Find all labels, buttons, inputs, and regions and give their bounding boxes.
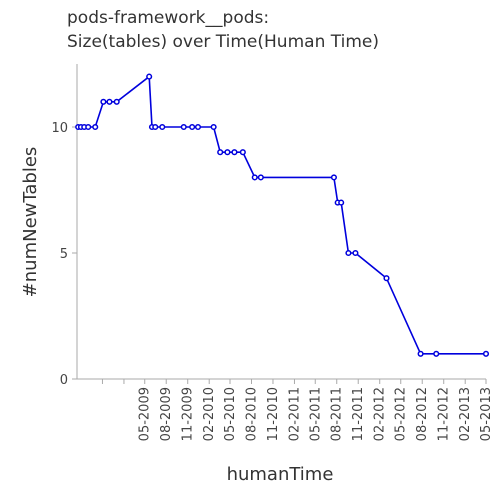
x-tick-label: 02-2011: [287, 387, 302, 441]
x-tick-label: 05-2013: [479, 387, 494, 441]
series-line: [78, 75, 486, 355]
x-axis-label: humanTime: [227, 464, 334, 485]
data-point: [383, 275, 390, 282]
x-tick-label: 05-2011: [308, 387, 323, 441]
chart-title-line-2: Size(tables) over Time(Human Time): [67, 32, 379, 52]
data-point: [482, 350, 490, 357]
x-tick-label: 11-2011: [351, 387, 366, 441]
data-point: [159, 123, 166, 131]
data-point: [152, 123, 159, 131]
x-tick-label: 08-2009: [159, 387, 174, 441]
data-point: [330, 174, 337, 181]
data-point: [85, 123, 92, 131]
data-point: [180, 123, 187, 131]
data-point: [92, 123, 99, 131]
data-point: [217, 149, 224, 156]
data-point: [257, 174, 264, 181]
y-tick-label: 5: [60, 247, 68, 262]
data-point: [352, 249, 359, 257]
x-tick-label: 11-2010: [266, 387, 281, 441]
data-point: [106, 98, 113, 105]
x-tick-label: 05-2010: [223, 387, 238, 441]
data-point: [231, 149, 238, 156]
x-tick-label: 11-2009: [181, 387, 196, 441]
x-tick-label: 08-2012: [415, 387, 430, 441]
y-axis-label: #numNewTables: [20, 147, 41, 298]
data-point: [251, 174, 258, 181]
data-point: [345, 249, 352, 257]
data-point: [224, 149, 231, 156]
data-point: [189, 123, 196, 131]
data-point: [100, 98, 107, 105]
x-tick-label: 11-2012: [437, 387, 452, 441]
data-point: [433, 350, 440, 357]
x-tick-label: 08-2010: [244, 387, 259, 441]
x-tick-label: 08-2011: [330, 387, 345, 441]
data-point: [210, 123, 217, 131]
x-tick-label: 02-2010: [202, 387, 217, 441]
x-tick-label: 02-2013: [458, 387, 473, 441]
data-point: [113, 98, 120, 105]
y-tick-label: 0: [60, 373, 68, 388]
x-tick-label: 02-2012: [373, 387, 388, 441]
data-point: [146, 73, 153, 80]
data-point: [239, 149, 246, 156]
x-tick-label: 05-2012: [394, 387, 409, 441]
x-tick-label: 05-2009: [138, 387, 153, 441]
data-point: [338, 199, 345, 206]
data-point: [417, 350, 424, 357]
data-point: [194, 123, 202, 131]
chart-title-line-1: pods-framework__pods:: [67, 8, 270, 28]
y-tick-label: 10: [51, 121, 68, 136]
